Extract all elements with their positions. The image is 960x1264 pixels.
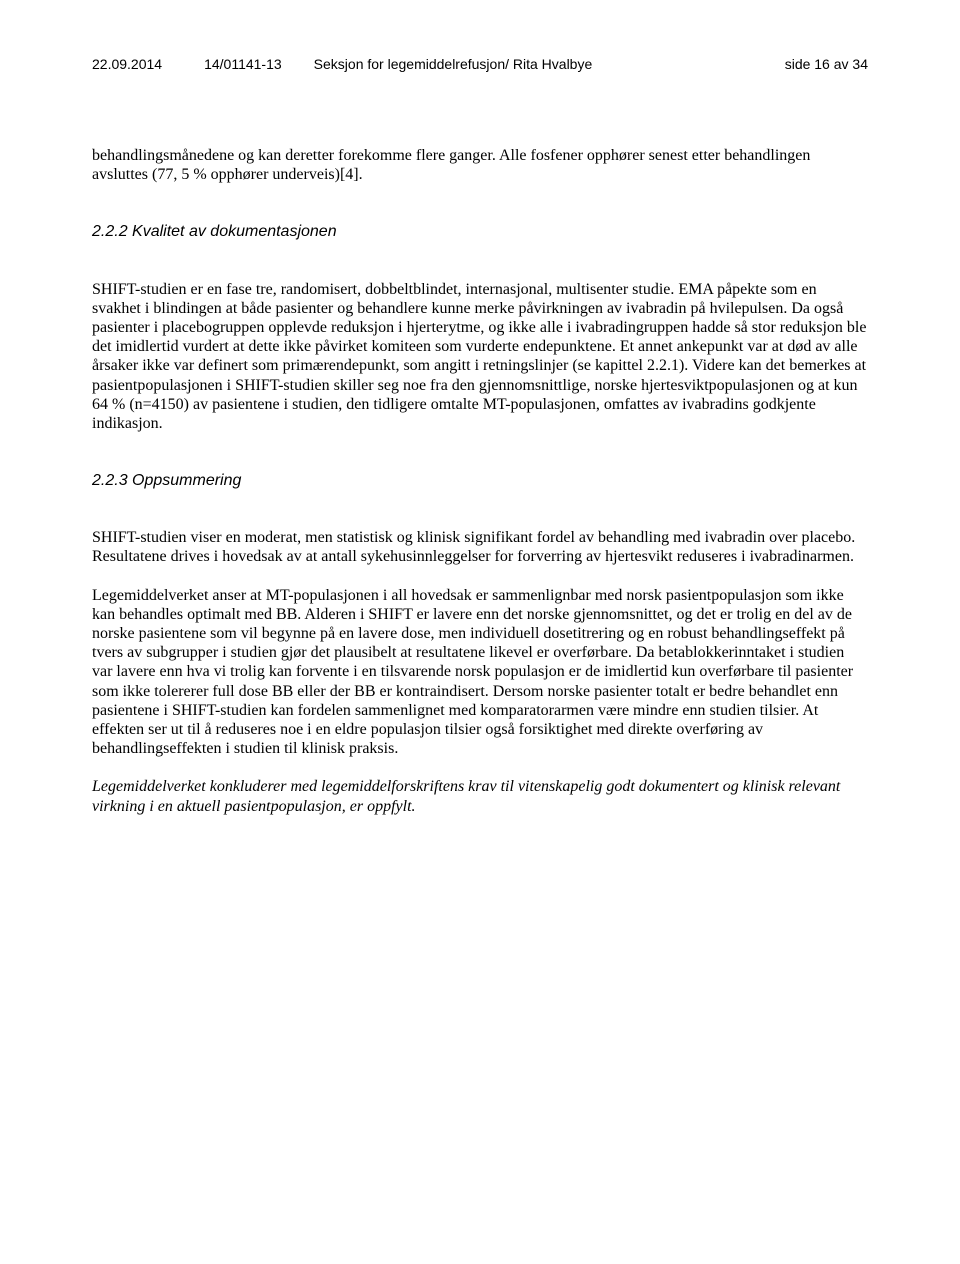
intro-paragraph: behandlingsmånedene og kan deretter fore… [92, 146, 868, 184]
header-section-author: Seksjon for legemiddelrefusjon/ Rita Hva… [314, 56, 593, 72]
section-223-heading: 2.2.3 Oppsummering [92, 471, 868, 490]
header-case-number: 14/01141-13 [204, 56, 282, 72]
page-header: 22.09.2014 14/01141-13 Seksjon for legem… [92, 56, 868, 72]
section-222-heading: 2.2.2 Kvalitet av dokumentasjonen [92, 222, 868, 241]
section-223-paragraph-2: Legemiddelverket anser at MT-populasjone… [92, 586, 868, 759]
section-223-paragraph-1: SHIFT-studien viser en moderat, men stat… [92, 528, 868, 566]
header-page-number: side 16 av 34 [785, 56, 868, 72]
section-222-paragraph: SHIFT-studien er en fase tre, randomiser… [92, 280, 868, 434]
header-date: 22.09.2014 [92, 56, 162, 72]
document-body: behandlingsmånedene og kan deretter fore… [92, 146, 868, 816]
section-223-conclusion: Legemiddelverket konkluderer med legemid… [92, 777, 868, 815]
